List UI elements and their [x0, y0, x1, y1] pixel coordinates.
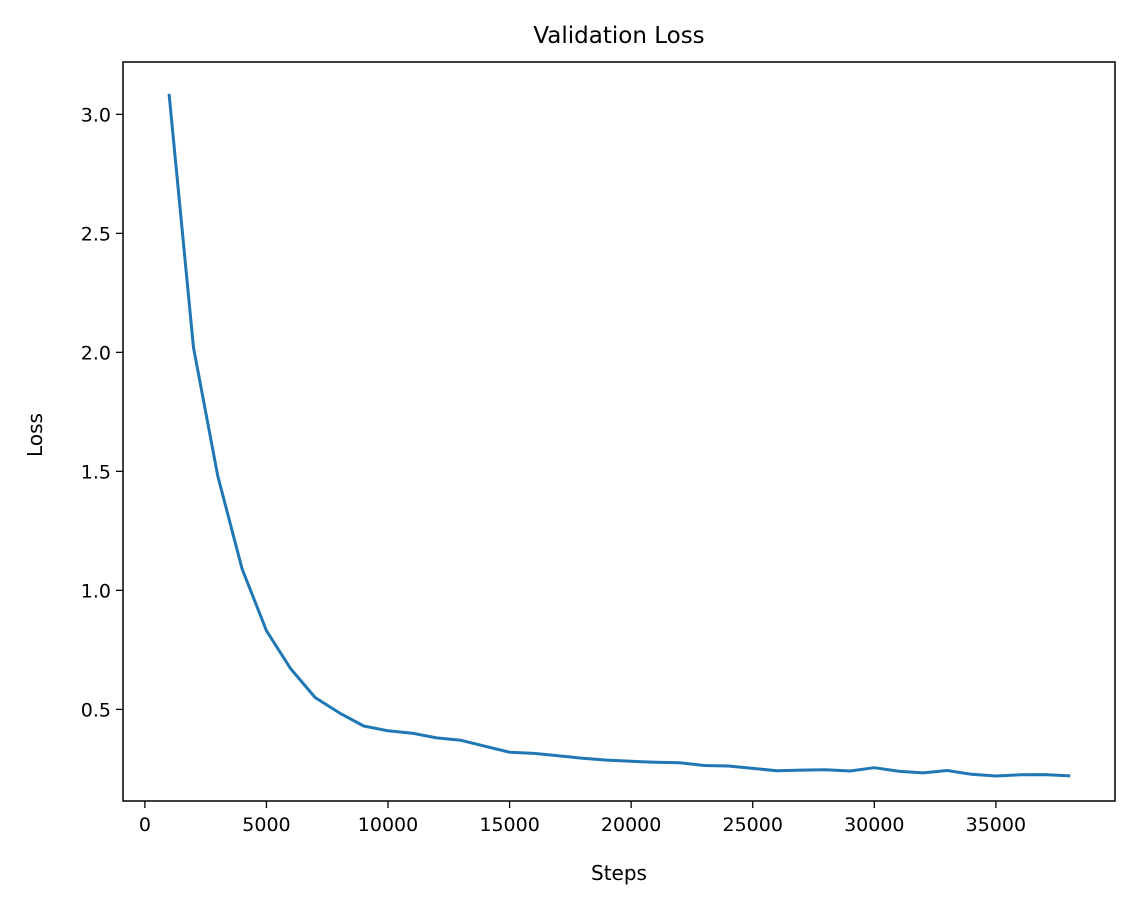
x-axis-label: Steps — [591, 861, 647, 885]
x-tick-label: 5000 — [242, 814, 290, 836]
y-tick-label: 2.5 — [81, 223, 111, 245]
y-axis-ticks: 0.5 1.0 1.5 2.0 2.5 3.0 — [81, 104, 123, 721]
y-tick-label: 3.0 — [81, 104, 111, 126]
y-tick-label: 1.5 — [81, 461, 111, 483]
y-axis-label: Loss — [23, 413, 47, 457]
y-tick-label: 1.0 — [81, 580, 111, 602]
x-tick-label: 20000 — [601, 814, 661, 836]
x-tick-label: 15000 — [479, 814, 539, 836]
x-tick-label: 10000 — [358, 814, 418, 836]
chart-title: Validation Loss — [533, 23, 704, 49]
y-tick-label: 0.5 — [81, 699, 111, 721]
y-tick-label: 2.0 — [81, 342, 111, 364]
x-tick-label: 30000 — [844, 814, 904, 836]
x-tick-label: 0 — [139, 814, 151, 836]
axes-frame — [122, 61, 1116, 802]
x-tick-label: 35000 — [966, 814, 1026, 836]
x-tick-label: 25000 — [722, 814, 782, 836]
x-axis-ticks: 0 5000 10000 15000 20000 25000 30000 35000 — [139, 801, 1026, 836]
plot-area — [167, 93, 1071, 778]
loss-line — [167, 93, 1071, 778]
